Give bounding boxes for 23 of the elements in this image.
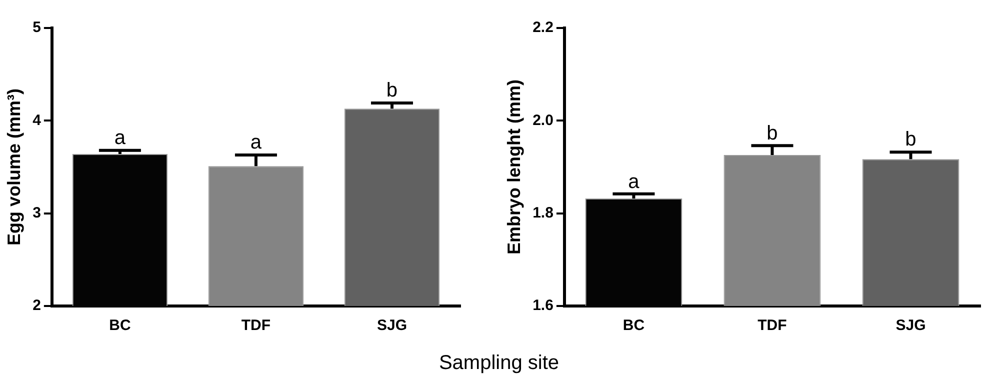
x-tick-label: SJG — [376, 317, 407, 334]
y-tick-label: 4 — [32, 112, 42, 129]
x-tick-label: BC — [622, 317, 645, 334]
x-tick-label: SJG — [896, 317, 926, 334]
y-tick-label: 2 — [32, 297, 41, 314]
y-axis-title: Egg volume (mm³) — [4, 88, 24, 246]
y-tick-label: 3 — [32, 204, 41, 222]
annotation: a — [250, 132, 262, 154]
y-tick-label: 5 — [32, 19, 41, 36]
annotation: b — [905, 128, 916, 150]
annotation: a — [114, 126, 126, 149]
y-tick-label: 2.2 — [532, 19, 554, 36]
y-axis-title: Embryo lenght (mm) — [504, 79, 524, 255]
y-tick-label: 1.8 — [532, 204, 554, 222]
annotation: a — [628, 171, 640, 193]
x-tick-label: TDF — [241, 317, 271, 334]
annotation: b — [766, 122, 778, 144]
annotation: b — [386, 80, 398, 102]
x-axis-title: Sampling site — [438, 352, 560, 375]
y-tick-label: 2.0 — [532, 112, 554, 129]
x-tick-label: TDF — [758, 317, 787, 334]
y-tick-label: 1.6 — [532, 297, 554, 314]
x-tick-label: BC — [109, 317, 131, 334]
